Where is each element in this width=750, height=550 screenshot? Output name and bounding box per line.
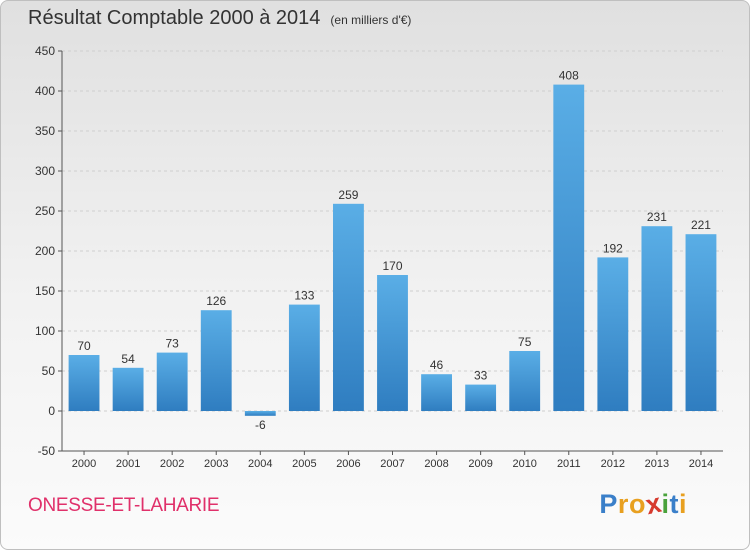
commune-name: ONESSE-ET-LAHARIE — [28, 495, 220, 516]
data-label: 231 — [647, 210, 667, 224]
data-labels: 70 54 73 126 -6 133 259 170 46 33 75 408 192 231 221 — [77, 69, 711, 432]
proxiti-logo-letter: P — [599, 489, 618, 519]
bar — [553, 84, 585, 411]
y-tick-label: 200 — [35, 244, 55, 258]
y-tick-label: 400 — [35, 84, 55, 98]
proxiti-logo-letter: i — [678, 489, 687, 519]
x-tick-label: 2005 — [292, 458, 316, 470]
x-tick-label: 2000 — [72, 458, 96, 470]
proxiti-logo-letter: r — [617, 489, 629, 519]
bar — [421, 374, 452, 411]
data-label: 192 — [603, 241, 623, 255]
bar — [465, 384, 497, 411]
proxiti-logo: Proxiti — [599, 488, 687, 521]
y-tick-label: 0 — [48, 404, 55, 418]
x-tick-label: 2014 — [689, 458, 713, 470]
chart-subtitle: (en milliers d'€) — [330, 13, 412, 27]
y-tick-label: 350 — [35, 124, 55, 138]
y-tick-label: 250 — [35, 204, 55, 218]
y-tick-label: 450 — [35, 44, 55, 58]
data-label: 259 — [338, 188, 358, 202]
data-label: 75 — [518, 335, 532, 349]
x-tick-label: 2009 — [468, 458, 492, 470]
data-label: 170 — [382, 259, 402, 273]
bar — [200, 310, 232, 411]
bar — [68, 355, 100, 411]
axes — [58, 50, 723, 455]
data-label: 221 — [691, 218, 711, 232]
data-label: 126 — [206, 294, 226, 308]
bar — [509, 351, 541, 411]
data-label: 70 — [77, 339, 91, 353]
y-tick-label: 100 — [35, 324, 55, 338]
bar — [377, 275, 408, 411]
bar — [641, 226, 673, 411]
y-tick-label: 300 — [35, 164, 55, 178]
data-label: 46 — [430, 358, 444, 372]
proxiti-logo-letter: o — [628, 489, 646, 519]
y-tick-label: 150 — [35, 284, 55, 298]
data-label: 408 — [559, 69, 579, 83]
data-label: 54 — [121, 352, 135, 366]
y-tick-label: 50 — [42, 364, 56, 378]
x-tick-label: 2004 — [248, 458, 272, 470]
data-label: 73 — [165, 337, 179, 351]
data-label: -6 — [255, 418, 266, 432]
x-tick-label: 2010 — [512, 458, 536, 470]
bar — [685, 234, 717, 411]
x-tick-label: 2006 — [336, 458, 360, 470]
y-tick-label: -50 — [38, 444, 56, 458]
x-tick-label: 2003 — [204, 458, 228, 470]
x-tick-label: 2012 — [601, 458, 625, 470]
x-tick-label: 2013 — [645, 458, 669, 470]
x-tick-label: 2008 — [424, 458, 448, 470]
bar — [112, 367, 144, 411]
bar — [244, 411, 276, 416]
x-tick-label: 2001 — [116, 458, 140, 470]
data-label: 133 — [294, 289, 314, 303]
x-tick-label: 2002 — [160, 458, 184, 470]
data-label: 33 — [474, 369, 488, 383]
x-tick-label: 2011 — [557, 458, 581, 470]
chart-title-line: Résultat Comptable 2000 à 2014 (en millie… — [28, 7, 411, 30]
bars — [68, 84, 717, 416]
bar — [288, 304, 320, 411]
bar — [333, 203, 364, 411]
bar — [597, 257, 629, 411]
x-tick-label: 2007 — [380, 458, 404, 470]
x-tick-labels: 2000 2001 2002 2003 2004 2005 2006 2007 2008 2009… — [72, 458, 713, 470]
bar — [156, 352, 188, 411]
chart-title: Résultat Comptable 2000 à 2014 — [28, 7, 321, 29]
proxiti-logo-letter: i — [661, 489, 670, 519]
proxiti-logo-letter: t — [669, 489, 679, 519]
y-tick-labels: -50 0 50 100 150 200 250 300 350 400 450 — [35, 44, 55, 458]
